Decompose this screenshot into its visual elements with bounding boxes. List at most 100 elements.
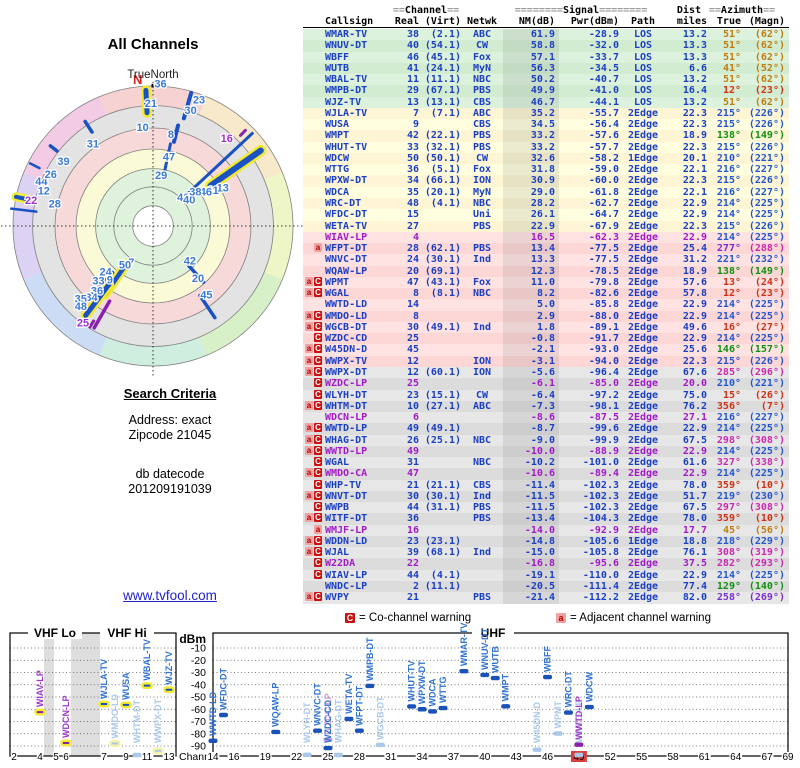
path: LOS [633, 62, 653, 74]
callsign-link[interactable]: WJAL [325, 547, 350, 559]
callsign-link[interactable]: WWPX-TV [325, 355, 368, 367]
callsign-link[interactable]: W45DN-D [325, 344, 368, 356]
noise-margin: -2.1 [503, 344, 559, 356]
channel-label: 41 [177, 192, 189, 204]
distance-miles: 76.1 [682, 547, 707, 559]
power-dbm: -89.4 [588, 468, 619, 480]
callsign-link[interactable]: WETA-TV [325, 220, 368, 232]
callsign-link[interactable]: WTTG [325, 164, 350, 176]
real-channel: 48 [406, 197, 419, 209]
callsign-link[interactable]: WWPB [325, 502, 350, 514]
callsign-link[interactable]: WHP-TV [325, 479, 362, 491]
noise-margin: -15.0 [503, 547, 559, 559]
noise-margin: -11.4 [503, 479, 559, 491]
callsign-link[interactable]: WNVT-DT [325, 490, 368, 502]
azimuth-true: 210° [716, 378, 741, 390]
callsign-link[interactable]: WGAL [325, 288, 350, 300]
warning-markers [303, 187, 323, 198]
callsign-link[interactable]: WRC-DT [325, 197, 362, 209]
callsign-link[interactable]: WWTD-LP [325, 445, 368, 457]
real-channel: 10 [406, 400, 419, 412]
callsign-link[interactable]: WQAW-LP [325, 265, 368, 277]
callsign-link[interactable]: WMDO-CA [325, 468, 368, 480]
callsign-link[interactable]: WDDN-LD [325, 535, 368, 547]
callsign-link[interactable]: WGAL [325, 457, 350, 469]
virtual-channel [419, 412, 461, 423]
co-channel-warning-icon: C [314, 592, 322, 602]
callsign-link[interactable]: WITF-DT [325, 513, 368, 525]
path: 2Edge [627, 457, 659, 469]
azimuth-true: 359° [716, 479, 741, 491]
callsign-link[interactable]: WFPT-DT [325, 243, 368, 255]
signal-bar [60, 739, 72, 747]
table-row: a C WWPX-TV 12 ION -3.1 -94.0 2Edge 22.3 215° (226… [303, 355, 789, 367]
callsign-link[interactable]: WMPB-DT [325, 85, 368, 97]
callsign-link[interactable]: WIAV-LP [325, 231, 368, 243]
virtual-channel [419, 232, 461, 243]
bar-callsign-label: WUSA [121, 672, 131, 700]
azimuth-true: 308° [716, 547, 741, 559]
callsign-link[interactable]: WFDC-DT [325, 209, 368, 221]
distance-miles: 61.6 [682, 457, 707, 469]
callsign-link[interactable]: WBFF [325, 51, 350, 63]
callsign-link[interactable]: WNDC-LP [325, 581, 368, 593]
distance-miles: 25.4 [682, 243, 707, 255]
noise-margin: 32.6 [503, 152, 559, 165]
distance-miles: 22.9 [682, 445, 707, 457]
network [461, 536, 503, 547]
network: PBS [472, 592, 492, 604]
callsign-link[interactable]: WBAL-TV [325, 74, 368, 86]
azimuth-true: 15° [722, 389, 741, 401]
noise-margin: -9.0 [503, 434, 559, 446]
callsign-link[interactable]: WPMT [325, 276, 350, 288]
callsign-link[interactable]: WMDO-LD [325, 310, 368, 322]
bar-callsign-label: WMDO-LD [110, 694, 120, 739]
callsign-link[interactable]: WUTB [325, 62, 350, 74]
callsign-link[interactable]: WPXW-DT [325, 175, 368, 187]
callsign-link[interactable]: WMAR-TV [325, 29, 368, 40]
tick-bg [415, 752, 429, 761]
callsign-link[interactable]: WHTM-DT [325, 400, 368, 412]
callsign-link[interactable]: WUSA [325, 119, 350, 131]
callsign-link[interactable]: WHUT-TV [325, 141, 368, 153]
signal-bar [584, 704, 594, 710]
callsign-link[interactable]: WNVC-DT [325, 254, 368, 266]
callsign-link[interactable]: WZDC-CD [325, 333, 368, 345]
network: NBC [472, 434, 492, 446]
callsign-link[interactable]: WDCA [325, 186, 350, 198]
channel-label: 25 [77, 317, 89, 329]
callsign-link[interactable]: WMPT [325, 130, 350, 142]
signal-bar-group: WWPX-DT [152, 699, 164, 755]
callsign-link[interactable]: WWTD-LD [325, 299, 368, 311]
callsign-link[interactable]: WVPY [325, 592, 350, 604]
callsign-link[interactable]: WIAV-LP [325, 569, 368, 581]
callsign-link[interactable]: WHAG-DT [325, 434, 368, 446]
azimuth-magnetic: (226°) [748, 119, 785, 131]
distance-miles: 13.2 [682, 29, 707, 40]
callsign-link[interactable]: WLYH-DT [325, 389, 368, 401]
callsign-link[interactable]: WJZ-TV [325, 96, 362, 108]
callsign-link[interactable]: WMJF-LP [325, 524, 368, 536]
tick-bg [384, 752, 398, 761]
network: CBS [472, 479, 492, 491]
callsign-link[interactable]: W22DA [325, 558, 356, 570]
azimuth-magnetic: (27°) [754, 321, 785, 333]
dbm-tick-label: -90 [191, 741, 206, 753]
callsign-link[interactable]: WDCW [325, 152, 350, 164]
callsign-link[interactable]: WJLA-TV [325, 107, 368, 119]
warning-markers [303, 581, 323, 592]
channel-label: 40 [183, 195, 195, 207]
tvfool-home-link[interactable]: www.tvfool.com [123, 588, 217, 603]
network: PBS [472, 130, 492, 142]
ring-outline [54, 127, 252, 325]
callsign-link[interactable]: WZDC-LP [325, 378, 368, 390]
callsign-link[interactable]: WGCB-DT [325, 321, 368, 333]
callsign-link[interactable]: WWTD-LP [325, 423, 368, 435]
callsign-link[interactable]: WNUV-DT [325, 40, 368, 52]
callsign-link[interactable]: WWPX-DT [325, 366, 368, 378]
distance-miles: 57.8 [682, 288, 707, 300]
azimuth-magnetic: (225°) [748, 423, 785, 435]
signal-bar [98, 700, 110, 708]
callsign-link[interactable]: WDCN-LP [325, 412, 368, 424]
